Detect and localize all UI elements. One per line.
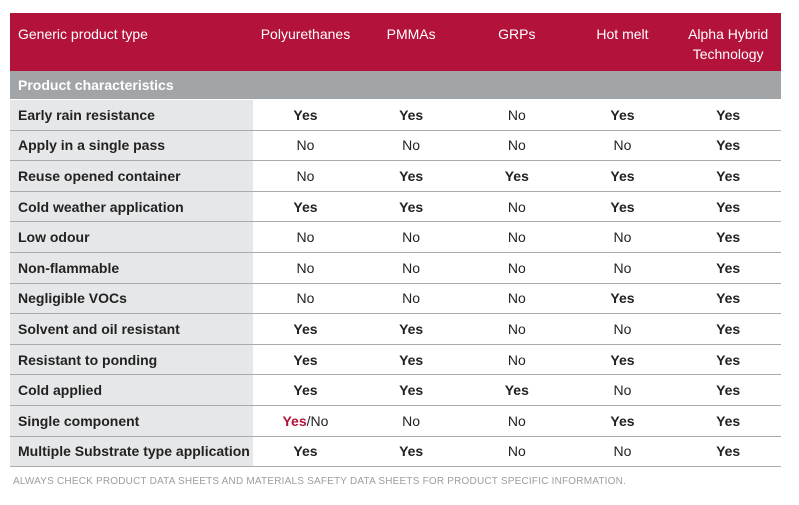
row-value: Yes — [399, 443, 424, 460]
row-value: Yes — [293, 106, 318, 123]
row-value: Yes — [399, 320, 424, 337]
row-label: Early rain resistance — [10, 100, 253, 130]
table-row: Apply in a single pass No No No No Yes — [10, 130, 781, 162]
row-value: Yes — [504, 167, 529, 184]
header-pmmas: PMMAs — [386, 26, 436, 42]
table-header: Generic product type Polyurethanes PMMAs… — [10, 13, 781, 71]
row-value: Yes — [293, 351, 318, 368]
row-value: Yes — [716, 443, 741, 460]
table-row: Low odour No No No No Yes — [10, 222, 781, 253]
row-value: Yes — [610, 198, 635, 215]
row-value: Yes — [716, 259, 741, 276]
row-label: Single component — [10, 405, 253, 436]
row-value: No — [296, 167, 315, 184]
table-row: Negligible VOCs No No No Yes Yes — [10, 283, 781, 315]
section-product-characteristics: Product characteristics — [10, 71, 781, 100]
row-value: Yes — [504, 382, 529, 399]
row-value: No — [507, 137, 526, 154]
row-value: No — [296, 290, 315, 307]
row-value: No — [613, 320, 632, 337]
row-value: Yes — [610, 106, 635, 123]
row-value: No — [402, 259, 421, 276]
row-value: No — [507, 259, 526, 276]
row-label: Solvent and oil resistant — [10, 314, 253, 344]
row-value: Yes — [716, 351, 741, 368]
row-value: No — [507, 351, 526, 368]
row-value: No — [613, 382, 632, 399]
table-row: Non-flammable No No No No Yes — [10, 252, 781, 284]
header-polyurethanes: Polyurethanes — [260, 26, 351, 42]
row-value: Yes — [716, 320, 741, 337]
row-label: Reuse opened container — [10, 161, 253, 191]
row-value: Yes — [716, 167, 741, 184]
row-value: No — [402, 290, 421, 307]
row-value: No — [296, 229, 315, 246]
row-value: Yes — [293, 382, 318, 399]
row-label: Multiple Substrate type application — [10, 436, 253, 467]
row-label: Low odour — [10, 222, 253, 252]
row-value: No — [402, 412, 421, 429]
table-row: Multiple Substrate type application Yes Ye… — [10, 436, 781, 468]
row-value: No — [507, 320, 526, 337]
row-value: No — [613, 259, 632, 276]
comparison-table: Generic product type Polyurethanes PMMAs… — [10, 13, 781, 468]
row-value: Yes/No — [282, 412, 329, 429]
row-value: Yes — [293, 198, 318, 215]
row-label: Non-flammable — [10, 252, 253, 283]
row-value: Yes — [399, 382, 424, 399]
header-grps: GRPs — [498, 26, 536, 42]
row-value: Yes — [716, 290, 741, 307]
row-value: Yes — [716, 106, 741, 123]
table-row: Cold applied Yes Yes Yes No Yes — [10, 375, 781, 406]
row-value: Yes — [610, 290, 635, 307]
row-value: Yes — [399, 198, 424, 215]
row-value: Yes — [716, 137, 741, 154]
row-label: Resistant to ponding — [10, 344, 253, 375]
row-value: No — [402, 137, 421, 154]
row-value: Yes — [293, 443, 318, 460]
row-value: No — [507, 443, 526, 460]
table-row: Single component Yes/No No No Yes Yes — [10, 405, 781, 437]
row-value: Yes — [610, 167, 635, 184]
row-value: No — [402, 229, 421, 246]
row-value: No — [507, 198, 526, 215]
row-value: No — [507, 412, 526, 429]
row-value: Yes — [399, 167, 424, 184]
table-row: Reuse opened container No Yes Yes Yes Yes — [10, 161, 781, 192]
row-value: Yes — [610, 351, 635, 368]
row-label: Cold weather application — [10, 191, 253, 222]
row-value: No — [613, 229, 632, 246]
table-row: Cold weather application Yes Yes No Yes Yes — [10, 191, 781, 223]
row-value: No — [613, 443, 632, 460]
row-value: No — [507, 229, 526, 246]
table-row: Solvent and oil resistant Yes Yes No No Yes — [10, 314, 781, 345]
row-value: Yes — [399, 351, 424, 368]
table-row: Early rain resistance Yes Yes No Yes Yes — [10, 100, 781, 131]
row-label: Cold applied — [10, 375, 253, 405]
header-hot-melt: Hot melt — [596, 26, 649, 42]
header-product-type: Generic product type — [18, 26, 148, 42]
row-value: Yes — [716, 412, 741, 429]
row-value: No — [613, 137, 632, 154]
row-value: Yes — [716, 229, 741, 246]
row-label: Apply in a single pass — [10, 130, 253, 161]
row-value: Yes — [293, 320, 318, 337]
table-body: Early rain resistance Yes Yes No Yes Yes Apply… — [10, 100, 781, 468]
row-label: Negligible VOCs — [10, 283, 253, 314]
row-value: No — [507, 290, 526, 307]
table-row: Resistant to ponding Yes Yes No Yes Yes — [10, 344, 781, 376]
row-value: No — [507, 106, 526, 123]
row-value: No — [296, 137, 315, 154]
row-value: Yes — [716, 198, 741, 215]
row-value: No — [296, 259, 315, 276]
header-alpha-hybrid: Alpha Hybrid Technology — [688, 26, 769, 62]
row-value: Yes — [716, 382, 741, 399]
row-value: Yes — [399, 106, 424, 123]
footer-disclaimer: ALWAYS CHECK PRODUCT DATA SHEETS AND MAT… — [13, 476, 627, 487]
row-value: Yes — [610, 412, 635, 429]
